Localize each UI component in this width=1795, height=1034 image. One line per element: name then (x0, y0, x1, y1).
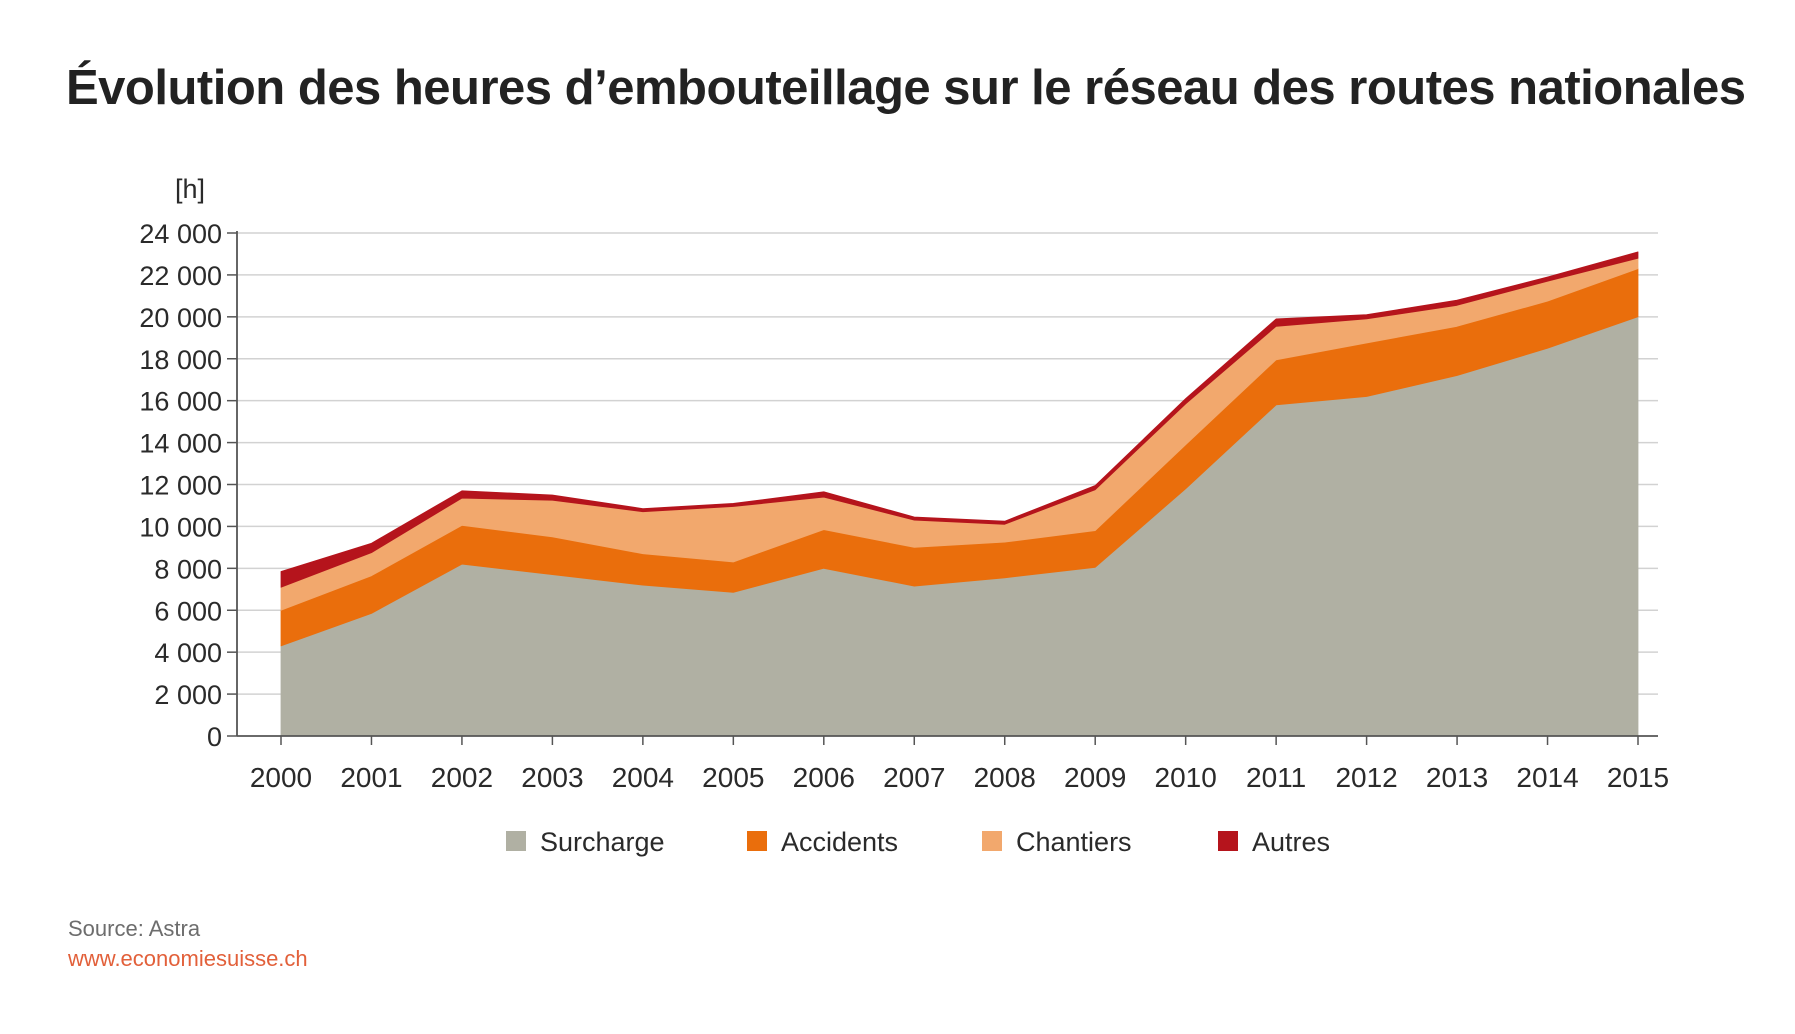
x-tick-label: 2001 (340, 762, 402, 793)
source-note: Source: Astra (68, 916, 201, 941)
legend-label: Chantiers (1016, 827, 1132, 857)
legend-item-accidents: Accidents (747, 827, 898, 857)
x-tick-label: 2000 (250, 762, 312, 793)
x-tick-label: 2003 (521, 762, 583, 793)
area-series (280, 251, 1639, 737)
y-tick-label: 6 000 (154, 596, 222, 626)
x-tick-label: 2008 (974, 762, 1036, 793)
y-tick-label: 24 000 (139, 219, 222, 249)
x-tick-label: 2004 (612, 762, 674, 793)
legend-swatch (747, 831, 767, 851)
legend-swatch (506, 831, 526, 851)
legend: Surcharge Accidents Chantiers Autres (506, 827, 1330, 857)
x-tick-labels: 2000 2001 2002 2003 2004 2005 2006 2007 2008 2009… (250, 762, 1669, 793)
axes (227, 231, 1658, 745)
legend-item-chantiers: Chantiers (982, 827, 1132, 857)
y-tick-label: 10 000 (139, 512, 222, 542)
y-tick-label: 14 000 (139, 429, 222, 459)
x-tick-label: 2012 (1335, 762, 1397, 793)
y-tick-label: 0 (207, 722, 222, 752)
x-tick-label: 2014 (1516, 762, 1578, 793)
y-tick-label: 22 000 (139, 261, 222, 291)
legend-label: Surcharge (540, 827, 665, 857)
y-tick-label: 4 000 (154, 638, 222, 668)
x-tick-label: 2002 (431, 762, 493, 793)
area-autres (280, 251, 1639, 588)
y-tick-label: 18 000 (139, 345, 222, 375)
x-tick-label: 2006 (793, 762, 855, 793)
x-tick-label: 2015 (1607, 762, 1669, 793)
x-tick-label: 2013 (1426, 762, 1488, 793)
x-tick-label: 2010 (1155, 762, 1217, 793)
y-unit-label: [h] (175, 174, 205, 204)
legend-label: Accidents (781, 827, 898, 857)
y-tick-label: 16 000 (139, 387, 222, 417)
website-link[interactable]: www.economiesuisse.ch (68, 946, 308, 971)
legend-item-autres: Autres (1218, 827, 1330, 857)
legend-item-surcharge: Surcharge (506, 827, 665, 857)
y-tick-label: 20 000 (139, 303, 222, 333)
legend-swatch (982, 831, 1002, 851)
x-tick-label: 2005 (702, 762, 764, 793)
y-tick-labels: 0 2 000 4 000 6 000 8 000 10 000 12 000 14 000 1… (139, 219, 222, 752)
y-tick-label: 12 000 (139, 471, 222, 501)
x-tick-label: 2009 (1064, 762, 1126, 793)
y-tick-label: 2 000 (154, 680, 222, 710)
chart-title: Évolution des heures d’embouteillage sur… (66, 61, 1746, 115)
legend-label: Autres (1252, 827, 1330, 857)
x-tick-label: 2011 (1246, 762, 1306, 793)
x-tick-label: 2007 (883, 762, 945, 793)
legend-swatch (1218, 831, 1238, 851)
y-tick-label: 8 000 (154, 554, 222, 584)
